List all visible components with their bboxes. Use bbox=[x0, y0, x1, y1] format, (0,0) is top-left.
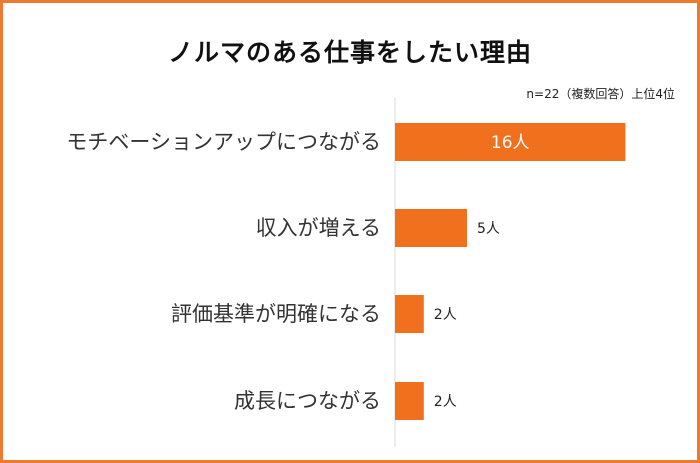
value-label-1: 16人 bbox=[491, 133, 530, 153]
value-label-3: 2人 bbox=[434, 307, 457, 323]
value-label-2: 5人 bbox=[477, 221, 500, 237]
bar-2 bbox=[395, 209, 467, 247]
bar-1 bbox=[395, 123, 626, 161]
value-label-4: 2人 bbox=[434, 394, 457, 410]
chart-subtitle: n=22（複数回答）上位4位 bbox=[526, 87, 675, 101]
bar-4 bbox=[395, 382, 424, 420]
bar-3 bbox=[395, 295, 424, 333]
category-label-4: 成長につながる bbox=[234, 389, 381, 413]
category-label-2: 収入が増える bbox=[256, 216, 381, 240]
category-label-1: モチベーションアップにつながる bbox=[66, 130, 381, 154]
chart-title: ノルマのある仕事をしたい理由 bbox=[167, 38, 532, 67]
category-label-3: 評価基準が明確になる bbox=[171, 302, 381, 326]
